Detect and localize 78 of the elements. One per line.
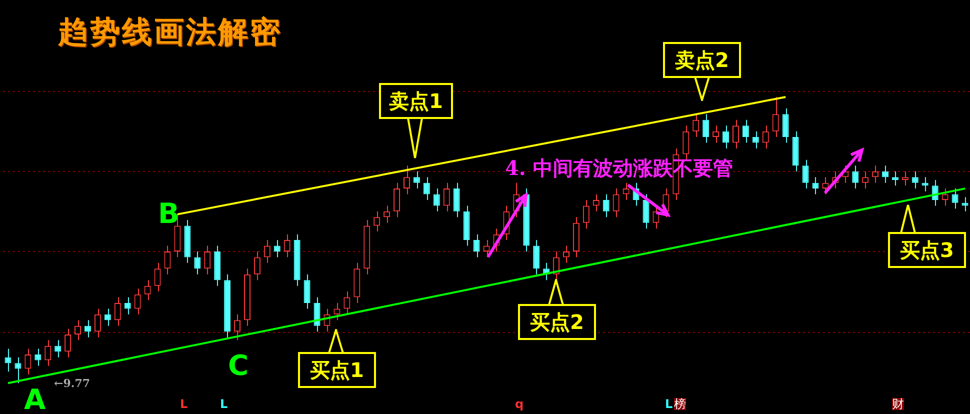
text: L <box>220 397 228 411</box>
candlestick <box>942 188 948 206</box>
candlestick <box>882 165 889 184</box>
candlestick <box>772 96 779 138</box>
candlestick <box>702 114 710 144</box>
candlestick <box>602 194 610 218</box>
candlestick <box>762 125 769 149</box>
candlestick <box>453 182 460 218</box>
candlestick <box>384 205 390 224</box>
candlestick <box>114 296 121 326</box>
candlestick <box>413 170 420 190</box>
candlestick <box>802 159 809 190</box>
text: 榜 <box>674 397 686 411</box>
candlestick <box>14 356 22 384</box>
candlestick <box>334 302 340 321</box>
candlestick <box>473 234 480 258</box>
text: L <box>665 397 673 411</box>
candlestick <box>44 340 52 366</box>
annotation: 买点3 <box>888 232 966 268</box>
candlestick <box>344 291 350 315</box>
annotation: 卖点1 <box>379 83 453 119</box>
candlestick <box>234 314 241 341</box>
candlestick <box>443 182 450 212</box>
candlestick <box>24 348 32 376</box>
candlestick <box>692 114 700 138</box>
candlestick <box>194 250 201 275</box>
candlestick <box>433 188 440 212</box>
candlestick <box>104 308 111 326</box>
candlestick <box>264 240 270 264</box>
candlestick <box>682 125 690 160</box>
candlestick <box>533 240 540 275</box>
candlestick <box>912 170 918 190</box>
candlestick <box>254 250 260 281</box>
annotation: A <box>24 383 46 414</box>
chart-title: 趋势线画法解密 <box>58 14 282 52</box>
candlestick <box>722 125 729 149</box>
candlestick <box>902 170 908 186</box>
annotation: C <box>228 349 249 382</box>
text: L <box>180 397 188 411</box>
candlestick <box>782 108 789 144</box>
annotation: 买点1 <box>298 352 376 388</box>
candlestick <box>732 119 739 149</box>
candlestick <box>582 199 590 230</box>
annotation: ←9.77 <box>54 377 90 390</box>
text: 财 <box>892 397 904 411</box>
candlestick <box>4 348 12 372</box>
candlestick <box>622 182 630 200</box>
candlestick <box>404 165 410 195</box>
candlestick <box>134 288 141 315</box>
candlestick <box>84 320 91 338</box>
candlestick <box>274 240 280 258</box>
candlestick <box>34 348 42 366</box>
candlestick <box>124 296 131 315</box>
text: q <box>515 397 524 411</box>
candlestick <box>54 340 62 358</box>
candlestick <box>752 130 759 149</box>
candlestick <box>612 188 620 218</box>
candlestick <box>204 245 211 275</box>
candlestick <box>952 188 958 210</box>
annotation: 买点2 <box>518 304 596 340</box>
candlestick <box>154 262 161 292</box>
candlestick <box>284 234 290 258</box>
candlestick <box>423 176 430 200</box>
candlestick <box>852 165 859 190</box>
candlestick <box>314 296 320 332</box>
candlestick <box>812 176 819 195</box>
candlestick <box>862 170 869 190</box>
candlestick <box>742 119 749 144</box>
annotation: B <box>158 197 180 230</box>
candlestick <box>64 328 72 358</box>
candlestick <box>394 182 400 218</box>
candlestick <box>892 170 898 186</box>
candlestick <box>94 308 101 338</box>
candlestick <box>164 245 171 275</box>
candlestick <box>304 274 310 310</box>
text: 卖点2 <box>663 42 741 78</box>
candlestick <box>592 194 600 212</box>
candlestick <box>872 165 879 184</box>
